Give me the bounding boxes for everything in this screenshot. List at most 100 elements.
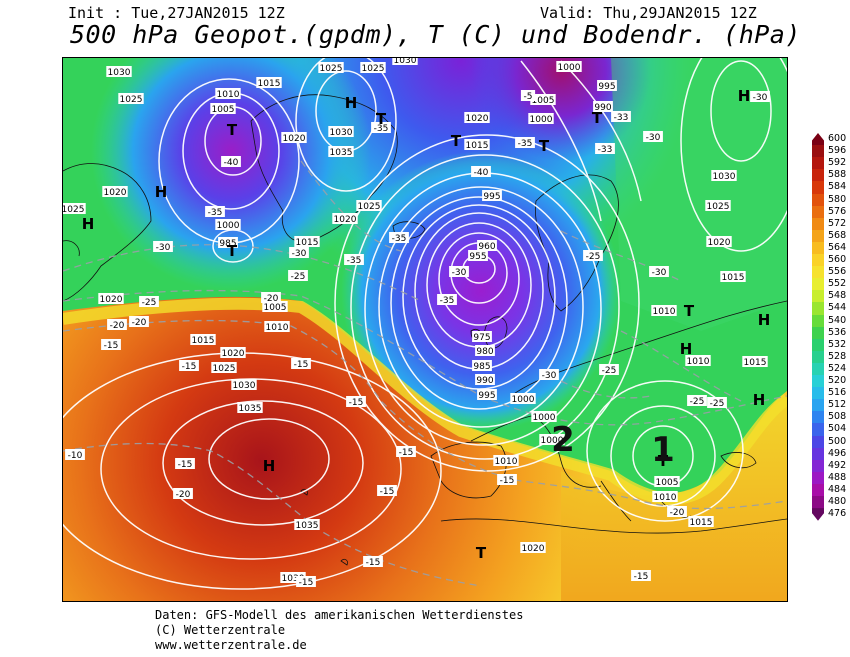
isobar-label-bg [593,101,613,112]
isobar-label: 995 [482,190,502,202]
isobar-label-bg [539,434,565,445]
legend-swatch [812,169,824,182]
isotherm-label: -30 [449,266,469,278]
isotherm-label-text: -30 [542,371,557,381]
isotherm-label-text: -25 [690,397,705,407]
low-pressure-marker: T [539,137,550,155]
isobar-label-text: 1025 [213,364,236,374]
isobar-label-bg [281,132,307,143]
isobar-label-text: 1010 [495,457,518,467]
low-pressure-marker: T [451,132,462,150]
isotherm-label-bg [65,449,85,460]
isotherm-label-bg [667,506,687,517]
legend-swatch [812,350,824,364]
legend-swatch [812,254,824,267]
isotherm-label-text: -30 [452,268,467,278]
isobar-label-text: 1030 [713,172,736,182]
isobar-label-text: 1020 [283,134,306,144]
valid-time-label: Valid: Thu,29JAN2015 12Z [540,4,757,22]
isotherm-label-bg [583,250,603,261]
isobar-label: 960 [477,240,497,252]
isotherm-label-text: -20 [670,508,685,518]
isobar-label-bg [477,389,497,400]
high-pressure-marker: H [155,183,168,201]
isobar-label: 1005 [654,476,680,488]
isobar-label-text: 1015 [258,79,281,89]
isotherm-label-text: -30 [156,243,171,253]
isotherm-label-bg [599,364,619,375]
isobar-label: 1015 [742,356,768,368]
isobar-label-bg [98,293,124,304]
isobar-label-bg [482,190,502,201]
isobar-label: 1020 [281,132,307,144]
isobar-label: 1025 [63,203,86,215]
isobar-label: 1010 [493,455,519,467]
isobar-label-bg [356,200,382,211]
annotation-number: 2 [551,420,575,460]
legend-swatch [812,314,824,328]
isotherm-label-bg [631,570,651,581]
isotherm-label: -15 [296,576,316,588]
credits-website: www.wetterzentrale.de [155,638,307,652]
isobar-label: 1015 [688,516,714,528]
isobar-label: 1005 [262,301,288,313]
legend-value: 532 [828,338,847,350]
legend-value: 524 [828,362,847,374]
isotherm-label: -35 [344,254,364,266]
isobar-label-text: 1020 [708,238,731,248]
isotherm-label-text: -15 [380,487,395,497]
init-time-label: Init : Tue,27JAN2015 12Z [68,4,285,22]
legend-value: 548 [828,290,847,302]
isobar-label-text: 1025 [120,95,143,105]
isobar-label-text: 1015 [744,358,767,368]
isotherm-label: -35 [437,294,457,306]
isobar-label-bg [530,94,556,105]
isobar-label: 1030 [280,572,306,584]
high-pressure-marker: H [738,87,751,105]
legend-value: 552 [828,278,847,290]
isobar-label: 1010 [215,88,241,100]
isotherm-label-text: -15 [349,398,364,408]
isobar-label-bg [280,572,306,583]
isotherm-label: -20 [667,506,687,518]
legend-value: 544 [828,302,847,314]
isobar-label-bg [711,170,737,181]
isotherm-label-text: -10 [68,451,83,461]
isobar-label-text: 990 [594,103,611,113]
legend-swatch [812,181,824,194]
isotherm-label: -15 [101,339,121,351]
isobar-label-bg [685,355,711,366]
isotherm-label-bg [449,266,469,277]
isobar-label-text: 1000 [217,221,240,231]
isotherm-label-text: -30 [652,268,667,278]
isobar-label-bg [528,113,554,124]
isotherm-label: -30 [750,91,770,103]
isobar-label: 1000 [215,219,241,231]
isobar-label: 1020 [706,236,732,248]
isotherm-label-text: -30 [646,133,661,143]
isobar-label-text: 1025 [63,205,84,215]
legend-swatch [812,290,824,303]
isobar-label-bg [332,213,358,224]
isobar-label: 1015 [720,271,746,283]
isobar-label-text: 975 [473,333,490,343]
isobar-label-text: 1015 [466,141,489,151]
isobar-label-text: 1010 [687,357,710,367]
isotherm-label: -25 [687,395,707,407]
isobar-label-text: 955 [469,252,486,262]
low-pressure-marker: T [376,110,387,128]
isotherm-label-bg [107,319,127,330]
isobar-label-text: 1010 [654,493,677,503]
isotherm-label: -20 [173,488,193,500]
isotherm-label-bg [649,266,669,277]
isobar-label-bg [264,321,290,332]
isobar-label: 1020 [102,186,128,198]
isobar-label: 1030 [231,379,257,391]
isotherm-label: -30 [289,247,309,259]
isotherm-label-text: -35 [347,256,362,266]
isobar-label: 1000 [556,61,582,73]
isobar-label: 1025 [211,362,237,374]
legend-swatch [812,362,824,376]
isobar-label-bg [211,362,237,373]
